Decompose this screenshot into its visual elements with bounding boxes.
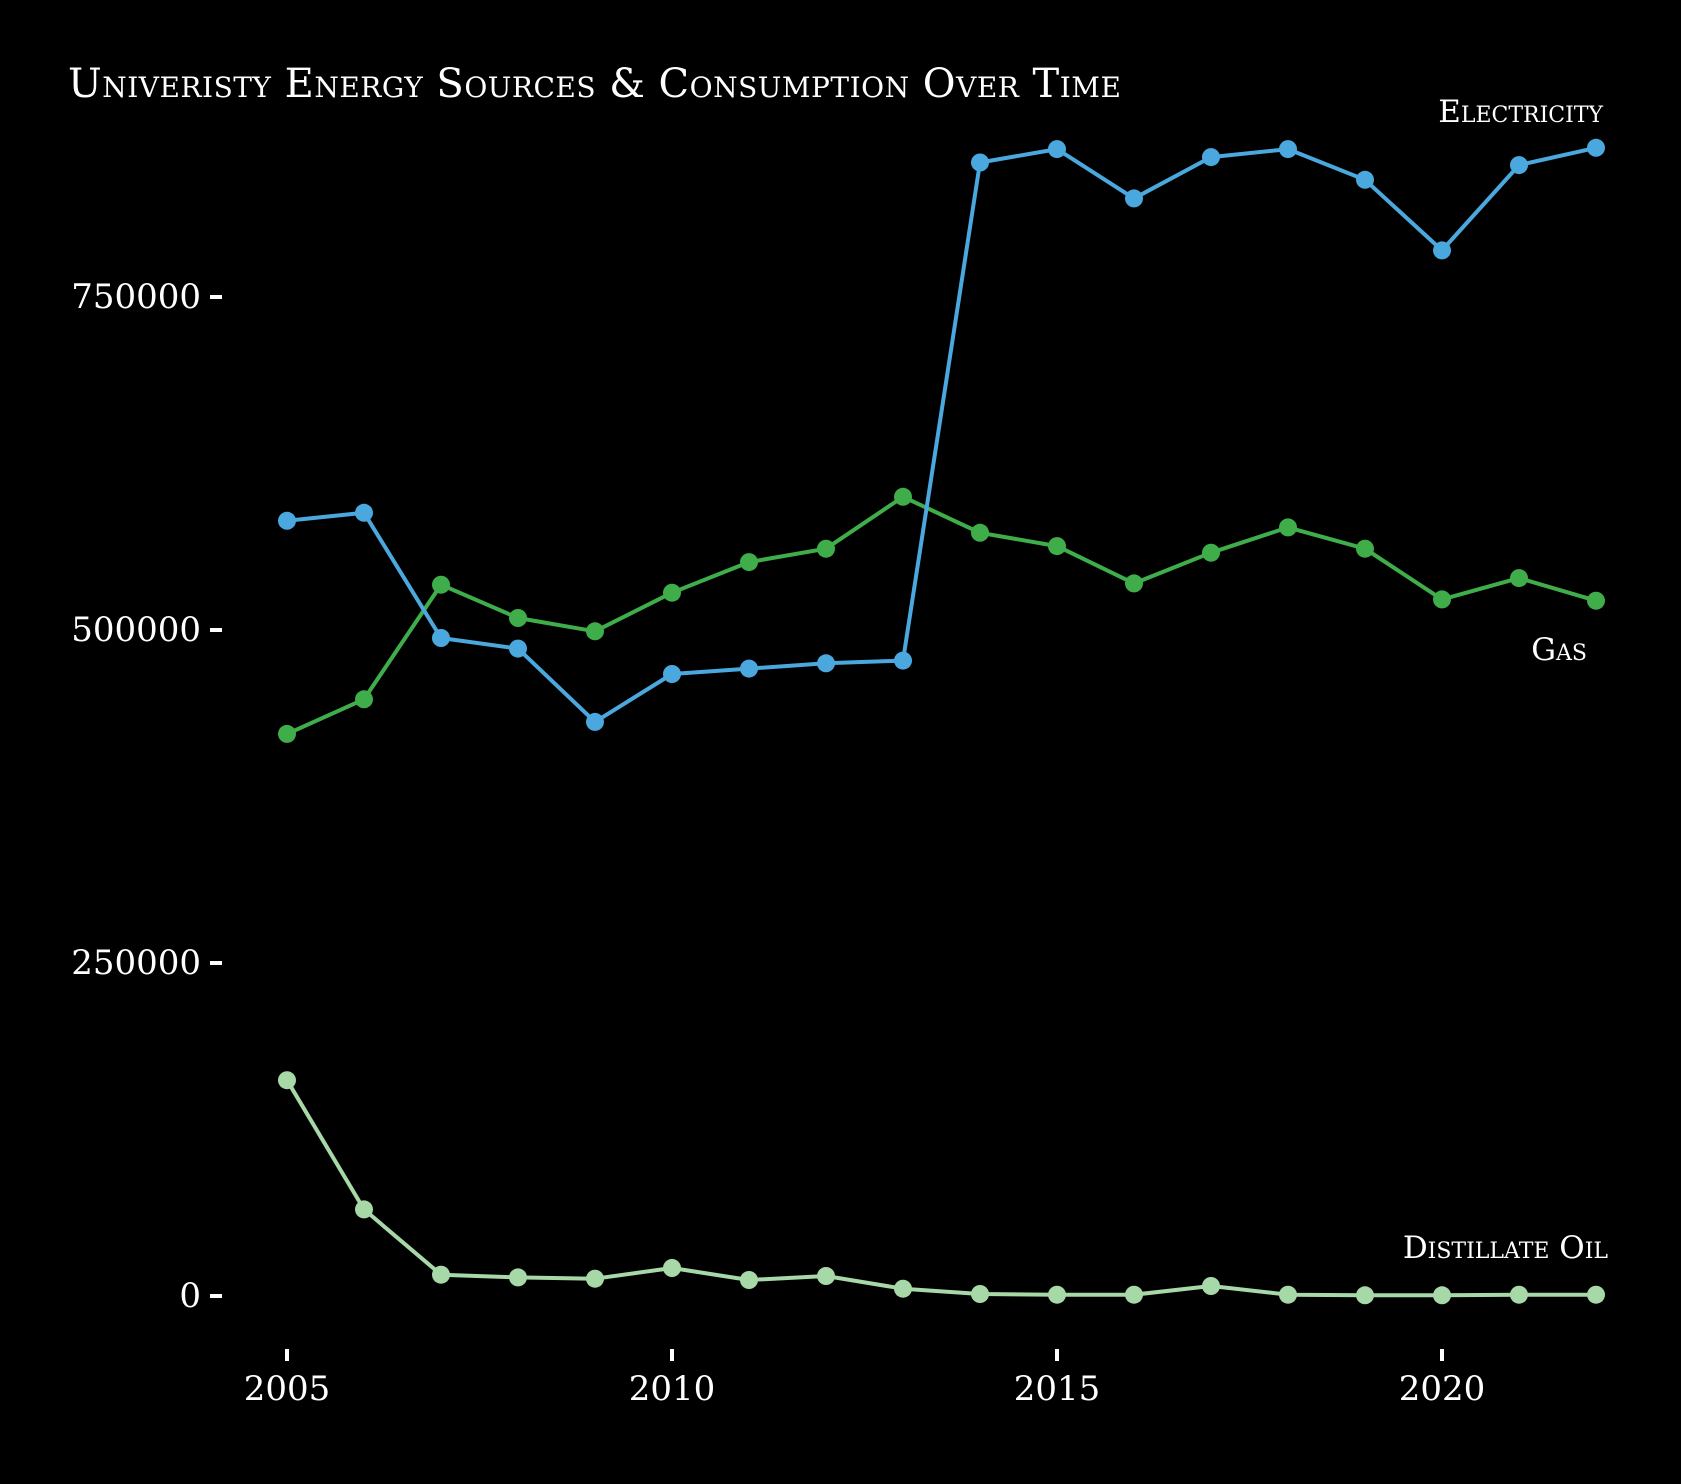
data-point-electricity: [894, 651, 912, 670]
data-point-electricity: [817, 654, 835, 673]
data-point-distillate-oil: [1510, 1285, 1528, 1304]
data-point-distillate-oil: [1433, 1286, 1451, 1305]
data-point-distillate-oil: [971, 1285, 989, 1303]
data-point-distillate-oil: [894, 1279, 912, 1298]
data-point-electricity: [586, 712, 604, 731]
data-point-gas: [740, 553, 758, 572]
data-point-gas: [432, 575, 450, 594]
x-tick-label: 2010: [629, 1369, 716, 1409]
series-layer: [278, 138, 1605, 1305]
x-axis: 2005 2010 2015 2020: [244, 1349, 1486, 1409]
data-point-electricity: [355, 503, 373, 522]
data-point-gas: [1356, 539, 1374, 558]
data-point-electricity: [1356, 170, 1374, 189]
data-point-gas: [1433, 590, 1451, 609]
data-point-distillate-oil: [740, 1271, 758, 1289]
data-point-electricity: [1202, 148, 1220, 167]
chart-title: Univeristy Energy Sources & Consumption …: [68, 61, 1121, 107]
series-labels: Electricity Gas Distillate Oil: [1403, 94, 1609, 1266]
series-line-electricity: [285, 145, 1598, 724]
x-tick-label: 2015: [1014, 1369, 1101, 1409]
data-point-gas: [971, 523, 989, 542]
y-tick-label: 250000: [71, 943, 201, 983]
data-point-distillate-oil: [586, 1269, 604, 1288]
data-point-electricity: [432, 629, 450, 647]
data-point-distillate-oil: [1587, 1285, 1605, 1304]
data-point-electricity: [278, 511, 296, 530]
data-point-distillate-oil: [355, 1200, 373, 1219]
series-gas: [278, 487, 1605, 743]
x-tick-label: 2005: [244, 1369, 331, 1409]
data-point-gas: [355, 690, 373, 709]
data-point-gas: [586, 622, 604, 641]
data-point-electricity: [971, 153, 989, 172]
data-point-electricity: [1433, 241, 1451, 260]
data-point-electricity: [1048, 140, 1066, 159]
y-tick-label: 0: [179, 1276, 201, 1316]
data-point-gas: [1510, 569, 1528, 588]
y-axis: 0 250000 500000 750000: [71, 277, 222, 1316]
data-point-distillate-oil: [432, 1265, 450, 1284]
data-point-distillate-oil: [817, 1267, 835, 1285]
series-line-gas: [285, 494, 1598, 736]
data-point-distillate-oil: [1279, 1285, 1297, 1304]
series-label-electricity: Electricity: [1438, 94, 1603, 130]
data-point-gas: [1202, 543, 1220, 562]
series-label-gas: Gas: [1531, 632, 1587, 668]
data-point-electricity: [1510, 156, 1528, 175]
data-point-gas: [1048, 537, 1066, 556]
data-point-gas: [817, 539, 835, 558]
data-point-gas: [509, 609, 527, 627]
series-electricity: [278, 138, 1605, 731]
x-tick-label: 2020: [1399, 1369, 1486, 1409]
data-point-electricity: [740, 659, 758, 678]
series-label-distillate-oil: Distillate Oil: [1403, 1230, 1609, 1266]
y-tick-label: 750000: [71, 277, 201, 317]
data-point-distillate-oil: [509, 1268, 527, 1287]
data-point-electricity: [509, 639, 527, 658]
data-point-electricity: [1279, 140, 1297, 159]
data-point-gas: [663, 583, 681, 602]
data-point-distillate-oil: [1048, 1285, 1066, 1304]
data-point-distillate-oil: [1202, 1277, 1220, 1295]
data-point-distillate-oil: [1125, 1285, 1143, 1304]
series-distillate-oil: [278, 1071, 1605, 1305]
data-point-gas: [894, 487, 912, 506]
data-point-electricity: [1125, 189, 1143, 208]
data-point-distillate-oil: [663, 1259, 681, 1277]
data-point-electricity: [663, 665, 681, 683]
data-point-distillate-oil: [1356, 1286, 1374, 1305]
data-point-gas: [1279, 518, 1297, 537]
y-tick-label: 500000: [71, 610, 201, 650]
data-point-gas: [278, 724, 296, 743]
data-point-distillate-oil: [278, 1071, 296, 1090]
data-point-electricity: [1587, 138, 1605, 157]
data-point-gas: [1125, 574, 1143, 593]
data-point-gas: [1587, 591, 1605, 610]
series-line-distillate-oil: [285, 1078, 1598, 1298]
